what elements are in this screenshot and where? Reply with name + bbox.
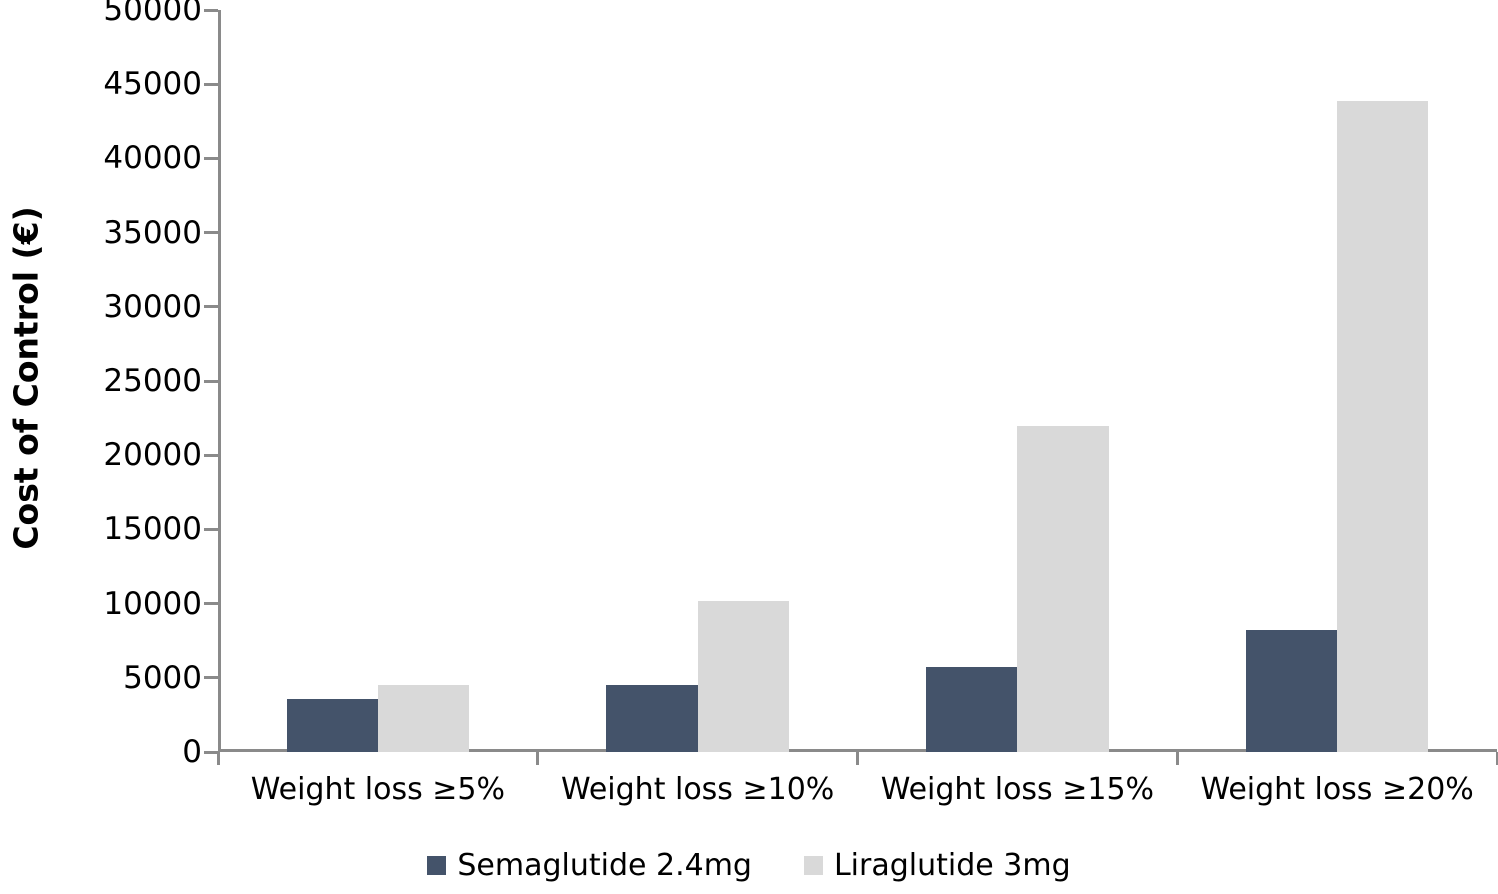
x-axis-category-label: Weight loss ≥20% xyxy=(1200,772,1474,807)
legend-label: Semaglutide 2.4mg xyxy=(457,848,752,883)
y-axis-tick-label: 50000 xyxy=(103,0,202,28)
bar-liraglutide xyxy=(697,600,789,752)
bar-semaglutide xyxy=(606,685,698,752)
y-axis-tick-label: 10000 xyxy=(103,585,202,622)
x-axis-category-label: Weight loss ≥15% xyxy=(880,772,1155,807)
legend: Semaglutide 2.4mg Liraglutide 3mg xyxy=(0,848,1498,883)
bar-semaglutide xyxy=(286,698,378,752)
y-axis-title: Cost of Control (€) xyxy=(6,206,46,550)
y-axis-tick xyxy=(204,82,218,86)
y-axis-tick-label: 0 xyxy=(182,734,202,770)
bar-semaglutide xyxy=(926,667,1018,752)
y-axis-tick-label: 15000 xyxy=(103,511,202,548)
y-axis-tick-label: 45000 xyxy=(103,66,202,103)
y-axis-tick-label: 25000 xyxy=(103,363,202,399)
x-axis-tick xyxy=(856,752,859,765)
x-axis-tick xyxy=(1495,752,1498,765)
y-axis-tick xyxy=(204,602,218,606)
y-axis-tick xyxy=(204,453,218,457)
y-axis-tick-label: 40000 xyxy=(103,140,202,177)
y-axis-tick-label: 30000 xyxy=(103,288,202,325)
y-axis-tick xyxy=(204,379,218,383)
y-axis-tick-label: 5000 xyxy=(123,659,202,696)
x-axis-tick xyxy=(536,752,540,765)
bar-liraglutide xyxy=(377,685,470,752)
liraglutide-legend-swatch-icon xyxy=(803,856,823,875)
semaglutide-legend-swatch-icon xyxy=(427,856,447,875)
bar-liraglutide xyxy=(1337,100,1429,752)
x-axis-category-label: Weight loss ≥10% xyxy=(560,772,835,807)
y-axis-tick xyxy=(204,305,218,309)
y-axis-tick xyxy=(204,231,218,235)
y-axis-tick xyxy=(204,8,218,12)
y-axis-tick xyxy=(204,527,218,531)
bar-liraglutide xyxy=(1017,425,1109,752)
y-axis-tick xyxy=(204,156,218,160)
legend-item-liraglutide: Liraglutide 3mg xyxy=(803,848,1071,883)
legend-item-semaglutide: Semaglutide 2.4mg xyxy=(427,848,752,883)
x-axis-category-label: Weight loss ≥5% xyxy=(250,772,506,807)
bar-semaglutide xyxy=(1245,630,1338,752)
legend-label: Liraglutide 3mg xyxy=(833,848,1071,883)
y-axis-tick-label: 20000 xyxy=(103,437,202,474)
x-axis-tick xyxy=(216,752,220,765)
y-axis-tick xyxy=(204,750,218,754)
plot-area xyxy=(218,10,1497,752)
x-axis-tick xyxy=(1175,752,1179,765)
y-axis-tick xyxy=(204,676,218,680)
y-axis-tick-label: 35000 xyxy=(103,214,202,251)
